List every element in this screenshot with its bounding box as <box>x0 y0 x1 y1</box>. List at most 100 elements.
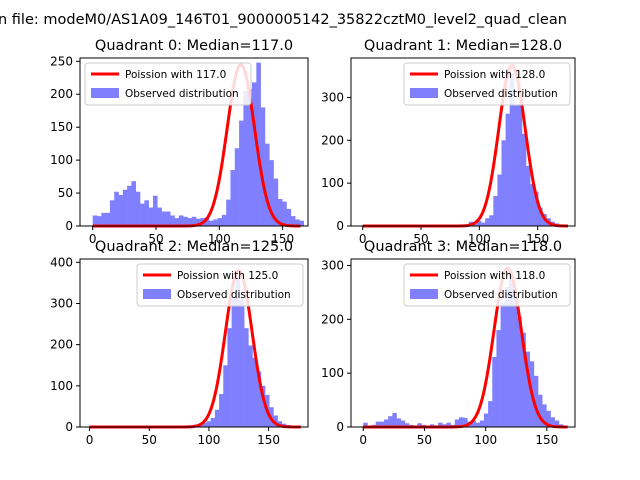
histogram-bar <box>363 422 368 427</box>
legend: Poission with 117.0 Observed distribution <box>84 62 252 106</box>
histogram-bar <box>152 195 158 226</box>
histogram-bar <box>496 330 501 427</box>
histogram-bar <box>219 394 224 427</box>
histogram-bar <box>396 418 401 427</box>
histogram-bar <box>244 328 249 427</box>
y-tick-label: 0 <box>336 420 344 434</box>
histogram-bar <box>517 103 523 226</box>
histogram-bar <box>500 303 506 427</box>
legend-hist-label: Observed distribution <box>444 88 558 100</box>
histogram-bar <box>525 351 531 427</box>
histogram-bar <box>208 220 214 226</box>
x-tick-label: 50 <box>142 433 157 447</box>
legend-box <box>84 62 252 106</box>
x-tick-label: 150 <box>257 433 280 447</box>
histogram-bars <box>89 278 295 427</box>
y-tick-label: 200 <box>50 87 73 101</box>
x-tick-label: 150 <box>535 433 558 447</box>
legend: Poission with 128.0 Observed distribution <box>403 62 571 106</box>
x-tick-label: 100 <box>208 232 231 246</box>
histogram-bar <box>286 208 292 226</box>
histogram-bar <box>546 410 551 427</box>
histogram-bar <box>174 218 180 226</box>
histogram-bar <box>438 422 443 427</box>
histogram-bar <box>165 211 171 226</box>
histogram-bar <box>252 357 257 427</box>
axes-frame <box>79 258 309 428</box>
histogram-bar <box>504 287 510 427</box>
histogram-bar <box>140 203 145 226</box>
histogram-bar <box>148 207 154 226</box>
axes-frame <box>350 258 576 428</box>
legend-hist-label: Observed distribution <box>177 289 291 301</box>
histogram-bar <box>248 345 253 427</box>
panel-title: Quadrant 0: Median=117.0 <box>95 38 293 54</box>
y-tick-label: 100 <box>50 379 73 393</box>
y-tick-label: 200 <box>321 312 344 326</box>
histogram-bar <box>290 216 296 226</box>
histogram-bar <box>213 219 218 226</box>
y-tick-label: 300 <box>321 90 344 104</box>
histogram-bar <box>96 216 102 226</box>
x-tick-label: 0 <box>359 232 367 246</box>
histogram-bar <box>400 420 406 427</box>
panel-title: Quadrant 3: Median=118.0 <box>364 239 562 255</box>
x-tick-label: 0 <box>359 433 367 447</box>
y-tick-label: 250 <box>50 54 73 68</box>
histogram-bar <box>227 328 232 427</box>
histogram-bar <box>384 419 389 427</box>
histogram-bar <box>472 223 478 226</box>
histogram-bar <box>231 297 237 427</box>
histogram-bar <box>157 207 162 226</box>
x-tick-label: 50 <box>417 433 432 447</box>
histogram-bar <box>493 196 498 226</box>
legend-line-label: Poission with 125.0 <box>177 270 278 282</box>
histogram-bar <box>388 416 393 427</box>
y-tick-label: 100 <box>321 366 344 380</box>
histogram-bars <box>92 62 304 227</box>
legend-box <box>403 62 571 106</box>
legend: Poission with 125.0 Observed distribution <box>136 263 304 307</box>
histogram-bar <box>273 415 278 427</box>
histogram-bar <box>550 417 555 427</box>
legend-box <box>403 263 571 307</box>
y-tick-label: 0 <box>336 219 344 233</box>
legend-line-label: Poission with 128.0 <box>444 69 545 81</box>
panel-title: Quadrant 1: Median=128.0 <box>364 38 562 54</box>
y-tick-label: 150 <box>50 120 73 134</box>
axes-frame <box>350 57 576 227</box>
histogram-bar <box>235 278 241 427</box>
y-tick-label: 100 <box>321 176 344 190</box>
histogram-bar <box>295 219 300 226</box>
histogram-bar <box>122 189 128 226</box>
histogram-bar <box>521 332 526 427</box>
axes-frame <box>79 57 309 227</box>
y-tick-label: 0 <box>65 420 73 434</box>
histogram-bar <box>513 297 518 427</box>
histogram-bar <box>299 220 304 226</box>
histogram-bar <box>375 421 381 427</box>
histogram-bar <box>226 199 231 226</box>
histogram-bar <box>243 90 249 226</box>
x-tick-label: 50 <box>148 232 163 246</box>
legend: Poission with 118.0 Observed distribution <box>403 263 571 307</box>
histogram-bar <box>260 385 266 427</box>
histogram-bar <box>463 417 468 427</box>
histogram-bar <box>264 143 270 226</box>
y-tick-label: 100 <box>50 153 73 167</box>
histogram-bar <box>109 200 115 226</box>
y-tick-label: 400 <box>50 255 73 269</box>
x-tick-label: 50 <box>413 232 428 246</box>
histogram-bars <box>363 271 564 427</box>
histogram-bar <box>127 185 132 226</box>
histogram-bar <box>477 220 482 226</box>
histogram-bar <box>187 218 193 226</box>
histogram-bar <box>533 375 539 427</box>
figure-suptitle: n file: modeM0/AS1A09_146T01_9000005142_… <box>0 12 567 28</box>
histogram-bar <box>230 170 236 226</box>
histogram-bar <box>497 174 502 226</box>
histogram-bar <box>534 191 539 226</box>
x-tick-label: 150 <box>271 232 294 246</box>
histogram-bar <box>489 215 494 226</box>
y-tick-label: 50 <box>58 186 73 200</box>
